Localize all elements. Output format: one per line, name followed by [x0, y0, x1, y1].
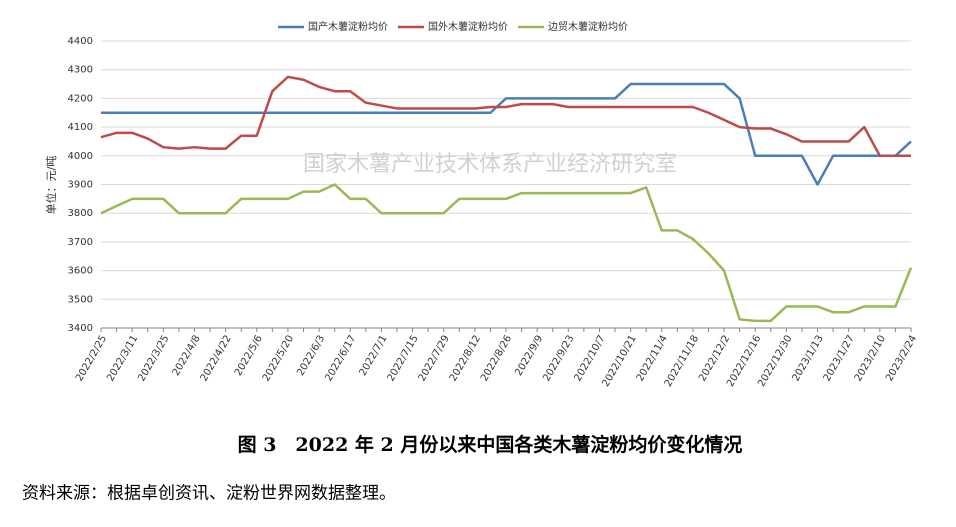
x-tick-label: 2022/8/12: [448, 334, 483, 384]
y-tick-label: 4300: [68, 65, 93, 76]
x-tick-label: 2022/2/25: [74, 334, 109, 384]
x-tick-label: 2022/4/22: [199, 334, 234, 384]
x-tick-label: 2022/9/9: [513, 334, 545, 378]
x-tick-label: 2022/7/1: [358, 334, 390, 378]
x-tick-label: 2022/12/30: [756, 334, 794, 389]
x-tick-label: 2022/5/6: [233, 334, 265, 378]
x-tick-label: 2022/9/23: [541, 334, 576, 384]
x-tick-label: 2023/2/10: [853, 334, 888, 384]
y-tick-label: 3800: [68, 208, 93, 219]
x-tick-label: 2022/3/25: [136, 334, 171, 384]
legend-label: 国外木薯淀粉均价: [428, 20, 508, 33]
x-tick-label: 2022/4/8: [171, 334, 203, 378]
x-tick-label: 2022/6/3: [295, 334, 327, 378]
x-tick-label: 2023/1/27: [822, 334, 857, 384]
y-tick-label: 4100: [68, 122, 93, 133]
x-tick-label: 2022/7/29: [417, 334, 452, 384]
legend-label: 国产木薯淀粉均价: [308, 20, 388, 33]
y-tick-label: 3900: [68, 180, 93, 191]
series-line: [100, 183, 913, 323]
x-tick-label: 2022/7/15: [386, 334, 421, 384]
y-tick-label: 3500: [68, 294, 93, 305]
x-tick-label: 2022/10/7: [572, 334, 607, 384]
y-tick-label: 3600: [68, 266, 93, 277]
x-tick-label: 2022/11/4: [635, 334, 670, 384]
x-tick-label: 2023/1/13: [791, 334, 826, 384]
x-tick-label: 2022/12/2: [697, 334, 732, 384]
legend-label: 边贸木薯淀粉均价: [548, 20, 628, 33]
source-note: 资料来源：根据卓创资讯、淀粉世界网数据整理。: [22, 484, 396, 504]
x-tick-label: 2022/10/21: [600, 334, 638, 389]
x-tick-label: 2022/5/20: [261, 334, 296, 384]
y-tick-label: 4400: [68, 36, 93, 47]
x-tick-label: 2022/6/17: [323, 334, 358, 384]
x-tick-label: 2022/11/18: [663, 334, 701, 389]
y-axis-label: 单位：元/吨: [44, 156, 58, 215]
x-tick-label: 2022/8/26: [479, 334, 514, 384]
y-tick-label: 3700: [68, 237, 93, 248]
figure-caption: 图 3 2022 年 2 月份以来中国各类木薯淀粉均价变化情况: [238, 433, 743, 456]
y-tick-label: 4200: [68, 93, 93, 104]
x-tick-label: 2023/2/24: [884, 334, 919, 384]
series-line: [100, 75, 911, 158]
series-line: [101, 82, 912, 186]
x-tick-label: 2022/3/11: [105, 334, 140, 384]
y-tick-label: 4000: [68, 151, 93, 162]
y-tick-label: 3400: [68, 323, 93, 334]
